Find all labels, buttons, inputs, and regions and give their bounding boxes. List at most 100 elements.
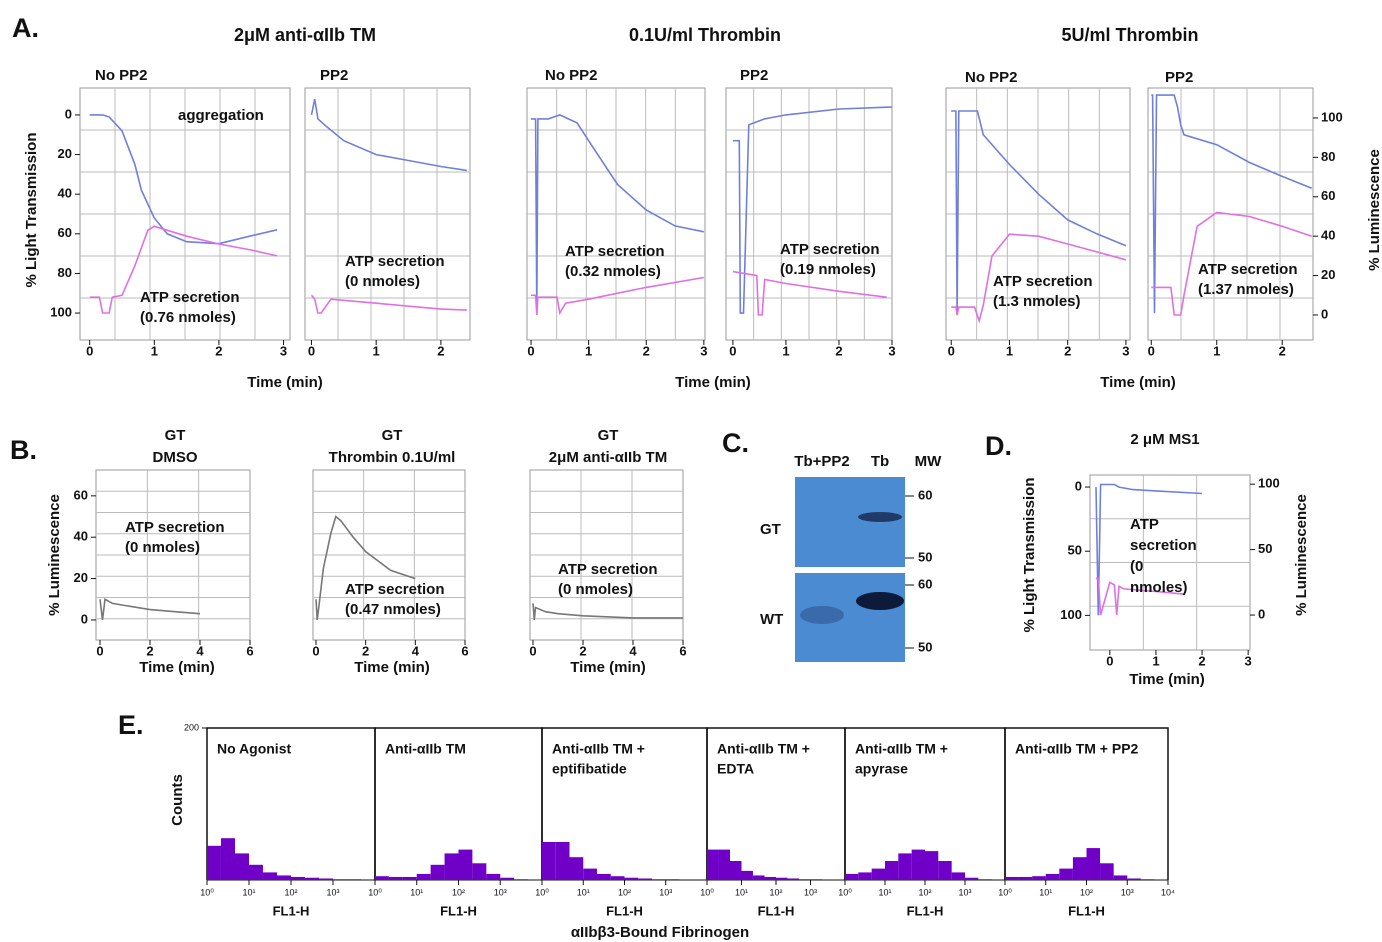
histogram-bar [938, 861, 952, 880]
histogram-bar [858, 872, 872, 880]
trace [531, 276, 704, 316]
chart-title: Anti-αIIb TM [385, 741, 466, 757]
x-tick-label: 10³ [659, 887, 672, 897]
histogram-bar [402, 876, 417, 880]
trace [99, 598, 201, 620]
x-tick-label: 1 [373, 343, 380, 358]
y-axis-label: % Light Transmission [23, 132, 40, 287]
annotation: (0.47 nmoles) [345, 601, 441, 618]
histogram-bar [1018, 876, 1033, 880]
y-tick-label: 100 [50, 304, 72, 319]
row-label: WT [760, 611, 783, 628]
x-tick-label: 10⁰ [838, 887, 852, 897]
histogram-bar [1140, 879, 1155, 880]
chart-title: 2 μM MS1 [1130, 431, 1199, 448]
trace [951, 233, 1127, 324]
annotation: ATP secretion [558, 561, 657, 578]
x-tick-label: 10³ [1121, 887, 1134, 897]
x-tick-label: 1 [1152, 653, 1159, 668]
trace [310, 98, 467, 172]
histogram-bar [707, 849, 719, 880]
annotation: (0.76 nmoles) [140, 309, 236, 326]
panel-label: E. [118, 710, 144, 740]
trace [1096, 577, 1184, 616]
chart-title: GT [598, 427, 619, 444]
histogram-bar [610, 876, 625, 880]
y2-tick-label: 50 [1258, 541, 1272, 556]
x-axis-label: FL1-H [440, 903, 477, 918]
chart-title: No Agonist [217, 741, 291, 757]
histogram-bar [542, 842, 556, 880]
y-tick-label: 60 [74, 487, 88, 502]
histogram-bar [207, 845, 221, 880]
histogram-bar [951, 872, 965, 880]
histogram-bar [430, 864, 445, 880]
x-axis-label: Time (min) [1100, 374, 1176, 391]
x-tick-label: 6 [461, 643, 468, 658]
histogram-bar [1100, 863, 1114, 880]
x-tick-label: 10² [769, 887, 782, 897]
x-tick-label: 0 [1106, 653, 1113, 668]
panel-label: D. [985, 431, 1012, 461]
x-tick-label: 10¹ [878, 887, 891, 897]
trace [1151, 211, 1312, 316]
histogram-bar [1045, 873, 1060, 880]
histogram-bar [925, 851, 939, 880]
x-axis-label: Time (min) [1129, 671, 1205, 688]
histogram-bar [798, 879, 811, 880]
chart-title: GT [382, 427, 403, 444]
y-tick-label: 50 [1068, 543, 1082, 558]
x-tick-label: 3 [888, 343, 895, 358]
blot [795, 477, 905, 567]
histogram-bar [220, 838, 235, 880]
histogram-bar [1032, 876, 1046, 880]
histogram-bar [1127, 878, 1141, 880]
x-axis-label: Time (min) [139, 659, 215, 676]
histogram-bar [416, 873, 431, 880]
trace [532, 603, 683, 620]
x-tick-label: 10¹ [735, 887, 748, 897]
y-axis-label: % Light Transmission [1021, 477, 1038, 632]
chart-title: GT [165, 427, 186, 444]
trace [951, 110, 1127, 314]
annotation: nmoles) [1130, 579, 1188, 596]
x-tick-label: 2 [579, 643, 586, 658]
x-tick-label: 0 [96, 643, 103, 658]
x-tick-label: 2 [835, 343, 842, 358]
x-tick-label: 4 [196, 643, 204, 658]
x-tick-label: 10³ [804, 887, 817, 897]
histogram-bar [596, 873, 611, 880]
panel-label: C. [722, 428, 749, 458]
histogram-bar [318, 878, 333, 880]
x-tick-label: 10³ [326, 887, 339, 897]
x-tick-label: 10⁰ [700, 887, 714, 897]
trace [1151, 94, 1312, 314]
x-tick-label: 10³ [494, 887, 507, 897]
y2-tick-label: 20 [1321, 267, 1335, 282]
x-axis-label: Time (min) [247, 374, 323, 391]
x-tick-label: 10⁰ [535, 887, 549, 897]
annotation: (0 nmoles) [345, 273, 420, 290]
x-axis-label: Time (min) [570, 659, 646, 676]
x-tick-label: 6 [679, 643, 686, 658]
x-tick-label: 10² [918, 887, 931, 897]
x-tick-label: 2 [643, 343, 650, 358]
histogram-bar [898, 853, 912, 880]
histogram-bar [718, 849, 730, 880]
lane-label: Tb+PP2 [794, 453, 849, 470]
mw-label: MW [915, 453, 942, 470]
chart-title: PP2 [1165, 69, 1193, 86]
x-tick-label: 1 [782, 343, 789, 358]
histogram-bar [1072, 857, 1087, 880]
trace [531, 114, 704, 314]
x-tick-label: 3 [700, 343, 707, 358]
annotation: ATP secretion [993, 273, 1092, 290]
panel-label: B. [10, 435, 37, 465]
x-tick-label: 10² [452, 887, 465, 897]
chart-title: 2μM anti-αIIb TM [549, 449, 667, 466]
x-tick-label: 1 [1006, 343, 1013, 358]
x-tick-label: 2 [1279, 343, 1286, 358]
x-tick-label: 10¹ [242, 887, 255, 897]
y2-axis-label: % Luminescence [1293, 494, 1310, 616]
